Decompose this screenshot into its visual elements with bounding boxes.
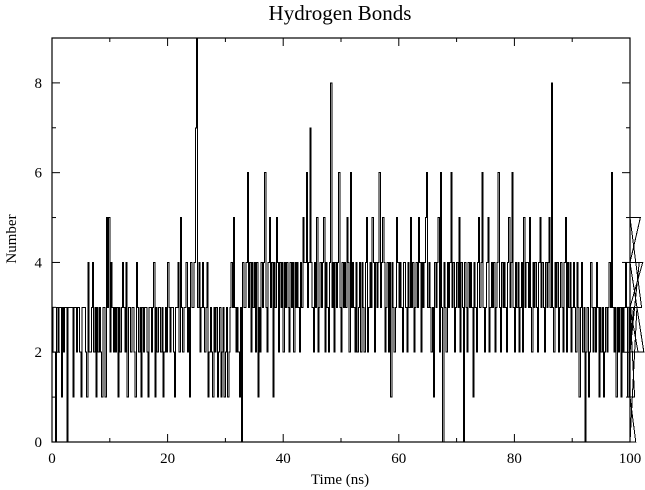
plot-area	[52, 37, 645, 443]
y-axis-label: Number	[4, 214, 20, 263]
x-tick-label: 40	[276, 451, 291, 467]
x-tick-label: 100	[619, 451, 642, 467]
x-tick-label: 20	[160, 451, 175, 467]
plot-frame	[51, 37, 631, 443]
x-tick-label: 0	[48, 451, 56, 467]
y-tick-label: 2	[35, 345, 43, 361]
y-tick-label: 6	[35, 166, 43, 182]
y-tick-label: 4	[35, 255, 43, 271]
x-axis-label: Time (ns)	[311, 472, 369, 488]
x-tick-label: 80	[507, 451, 522, 467]
x-tick-label: 60	[391, 451, 406, 467]
series-line-0	[52, 37, 645, 443]
axis-ticks: 0 20 40 60 80 100 0 2 4 6 8	[35, 38, 642, 467]
chart-title: Hydrogen Bonds	[269, 1, 412, 25]
y-tick-label: 8	[35, 76, 43, 92]
y-tick-label: 0	[35, 435, 43, 451]
